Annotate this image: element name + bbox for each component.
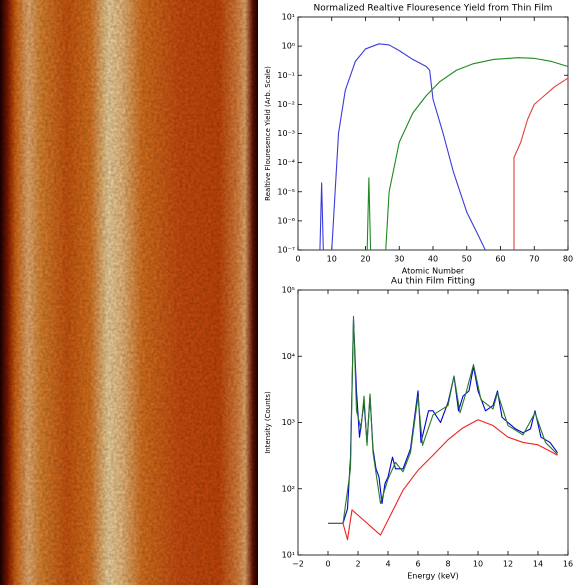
x-tick-label: 20 [360,255,370,264]
x-tick-label: 4 [385,560,390,569]
y-axis-title: Realtive Flouresence Yield (Arb. Scale) [264,66,272,201]
y-tick-label: 10⁻⁶ [277,216,295,225]
series-line [328,419,558,541]
y-tick-label: 10⁻⁴ [277,158,295,167]
y-tick-label: 10³ [282,418,295,427]
x-tick-label: 2 [355,560,360,569]
x-tick-label: 50 [462,255,472,264]
series-line [328,315,558,524]
chart-title: Normalized Realtive Flouresence Yield fr… [314,4,553,14]
chart-title: Au thin Film Fitting [391,277,475,287]
y-axis-title: Intensity (Counts) [264,391,272,454]
y-tick-label: 10¹ [282,551,295,560]
x-axis-title: Energy (keV) [407,572,459,581]
y-tick-label: 10⁵ [282,286,295,295]
y-tick-label: 10¹ [282,13,295,22]
y-tick-label: 10⁻⁵ [277,187,295,196]
x-tick-label: 80 [563,255,573,264]
x-tick-label: 8 [445,560,450,569]
y-tick-label: 10⁰ [282,42,295,51]
x-tick-label: 30 [394,255,404,264]
y-tick-label: 10² [282,484,295,493]
series-line [513,77,569,250]
heatmap-noise [0,0,258,585]
y-tick-label: 10⁻² [277,100,295,109]
x-tick-label: 14 [533,560,543,569]
y-tick-label: 10⁻³ [277,129,295,138]
x-tick-label: 70 [529,255,539,264]
x-tick-label: 10 [473,560,483,569]
x-tick-label: 40 [428,255,438,264]
x-tick-label: 6 [415,560,420,569]
x-tick-label: 12 [503,560,513,569]
series-line [366,57,569,251]
x-tick-label: 60 [495,255,505,264]
x-tick-label: 16 [563,560,573,569]
x-tick-label: 10 [327,255,337,264]
y-tick-label: 10⁴ [282,352,295,361]
x-tick-label: 0 [325,560,330,569]
y-tick-label: 10⁻⁷ [277,246,295,255]
x-axis-title: Atomic Number [402,267,465,276]
series-line [319,43,486,251]
plot-frame [297,289,569,556]
x-tick-label: −2 [292,560,304,569]
x-tick-label: 0 [295,255,300,264]
y-tick-label: 10⁻¹ [277,71,295,80]
